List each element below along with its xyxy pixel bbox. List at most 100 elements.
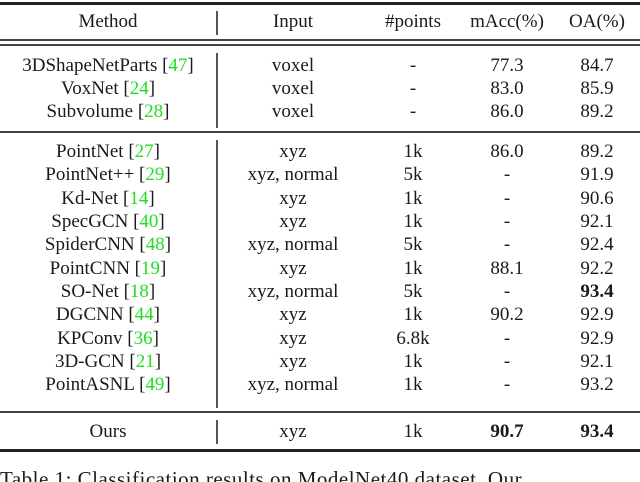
table-row: PointASNL [49] xyz, normal 1k - 93.2 <box>0 373 640 397</box>
citation-link[interactable]: 47 <box>168 55 188 76</box>
group-separator-rule-2 <box>0 411 640 413</box>
oa-cell: 92.2 <box>580 258 614 279</box>
table-row: DGCNN [44] xyz 1k 90.2 92.9 <box>0 303 640 327</box>
points-cell: - <box>409 55 417 76</box>
points-cell: 5k <box>403 164 423 185</box>
group1-column-separator <box>216 53 218 128</box>
input-cell: xyz <box>279 351 307 372</box>
macc-cell: 83.0 <box>490 78 524 99</box>
oa-cell: 93.2 <box>580 374 614 395</box>
method-cell: SO-Net [18] <box>60 281 156 302</box>
method-cell: PointNet [27] <box>56 141 160 162</box>
method-cell: VoxNet [24] <box>60 78 156 99</box>
group2-column-separator <box>216 140 218 408</box>
header-column-separator <box>216 11 218 35</box>
oa-cell: 92.9 <box>580 328 614 349</box>
citation-link[interactable]: 27 <box>134 141 154 162</box>
input-cell: xyz <box>279 328 307 349</box>
method-name: SpecGCN <box>51 211 129 232</box>
macc-cell: 88.1 <box>490 258 524 279</box>
citation-link[interactable]: 19 <box>141 258 160 279</box>
points-cell: 5k <box>403 234 423 255</box>
method-name: 3D-GCN <box>54 351 125 372</box>
table-caption: Table 1: Classification results on Model… <box>0 467 523 482</box>
method-name: PointCNN <box>49 258 130 279</box>
oa-cell: 92.1 <box>580 351 614 372</box>
method-name: Kd-Net <box>61 188 119 209</box>
table-row-ours: Ours xyz 1k 90.7 93.4 <box>0 420 640 444</box>
oa-cell: 89.2 <box>580 141 614 162</box>
oa-cell: 90.6 <box>580 188 614 209</box>
group-separator-rule-1 <box>0 131 640 133</box>
method-cell: Ours <box>89 421 127 442</box>
table-row: KPConv [36] xyz 6.8k - 92.9 <box>0 327 640 351</box>
input-cell: voxel <box>271 78 315 99</box>
input-cell: xyz <box>279 421 307 442</box>
method-cell: DGCNN [44] <box>56 304 160 325</box>
header-method: Method <box>78 11 138 32</box>
citation-link[interactable]: 24 <box>129 78 149 99</box>
method-name: SO-Net <box>60 281 119 302</box>
input-cell: xyz, normal <box>247 374 339 395</box>
macc-cell-best: 90.7 <box>490 421 524 442</box>
points-cell: - <box>409 78 417 99</box>
macc-cell: 86.0 <box>490 101 524 122</box>
citation-link[interactable]: 36 <box>133 328 153 349</box>
citation-link[interactable]: 40 <box>139 211 159 232</box>
header-macc: mAcc(%) <box>470 11 544 32</box>
citation-link[interactable]: 14 <box>129 188 149 209</box>
citation-link[interactable]: 21 <box>135 351 155 372</box>
method-cell: 3DShapeNetParts [47] <box>22 55 194 76</box>
table-row: PointCNN [19] xyz 1k 88.1 92.2 <box>0 257 640 281</box>
citation-link[interactable]: 18 <box>129 281 149 302</box>
method-name: SpiderCNN <box>44 234 135 255</box>
method-cell: PointCNN [19] <box>49 258 167 279</box>
oa-cell: 84.7 <box>580 55 614 76</box>
input-cell: xyz, normal <box>247 234 339 255</box>
input-cell: xyz, normal <box>247 164 339 185</box>
table-bottom-rule <box>0 449 640 452</box>
header-input: Input <box>272 11 314 32</box>
points-cell: 1k <box>403 421 423 442</box>
points-cell: 1k <box>403 304 423 325</box>
method-name: KPConv <box>57 328 123 349</box>
oa-cell: 91.9 <box>580 164 614 185</box>
table-row: Subvolume [28] voxel - 86.0 89.2 <box>0 100 640 124</box>
macc-cell: - <box>503 211 511 232</box>
citation-link[interactable]: 44 <box>134 304 154 325</box>
oa-cell: 92.9 <box>580 304 614 325</box>
oa-cell: 85.9 <box>580 78 614 99</box>
header-points: #points <box>385 11 441 32</box>
citation-link[interactable]: 29 <box>145 164 165 185</box>
group3-column-separator <box>216 420 218 444</box>
method-cell: Subvolume [28] <box>46 101 170 122</box>
points-cell: 1k <box>403 351 423 372</box>
method-cell: PointASNL [49] <box>45 374 171 395</box>
input-cell: xyz <box>279 304 307 325</box>
oa-cell-best: 93.4 <box>580 421 614 442</box>
input-cell: xyz <box>279 141 307 162</box>
method-name: PointASNL <box>45 374 135 395</box>
table-row: PointNet [27] xyz 1k 86.0 89.2 <box>0 140 640 164</box>
macc-cell: - <box>503 188 511 209</box>
oa-cell-best: 93.4 <box>580 281 614 302</box>
method-name: DGCNN <box>56 304 124 325</box>
citation-link[interactable]: 49 <box>145 374 165 395</box>
citation-link[interactable]: 28 <box>144 101 164 122</box>
method-cell: KPConv [36] <box>57 328 159 349</box>
points-cell: 1k <box>403 188 423 209</box>
method-name: 3DShapeNetParts <box>22 55 158 76</box>
method-name: PointNet++ <box>45 164 135 185</box>
macc-cell: - <box>503 234 511 255</box>
oa-cell: 92.1 <box>580 211 614 232</box>
method-cell: Kd-Net [14] <box>61 188 155 209</box>
macc-cell: - <box>503 351 511 372</box>
points-cell: 1k <box>403 374 423 395</box>
points-cell: 1k <box>403 258 423 279</box>
input-cell: xyz, normal <box>247 281 339 302</box>
method-name: PointNet <box>56 141 124 162</box>
points-cell: 1k <box>403 141 423 162</box>
table-row: VoxNet [24] voxel - 83.0 85.9 <box>0 77 640 101</box>
citation-link[interactable]: 48 <box>145 234 165 255</box>
table-row: SO-Net [18] xyz, normal 5k - 93.4 <box>0 280 640 304</box>
